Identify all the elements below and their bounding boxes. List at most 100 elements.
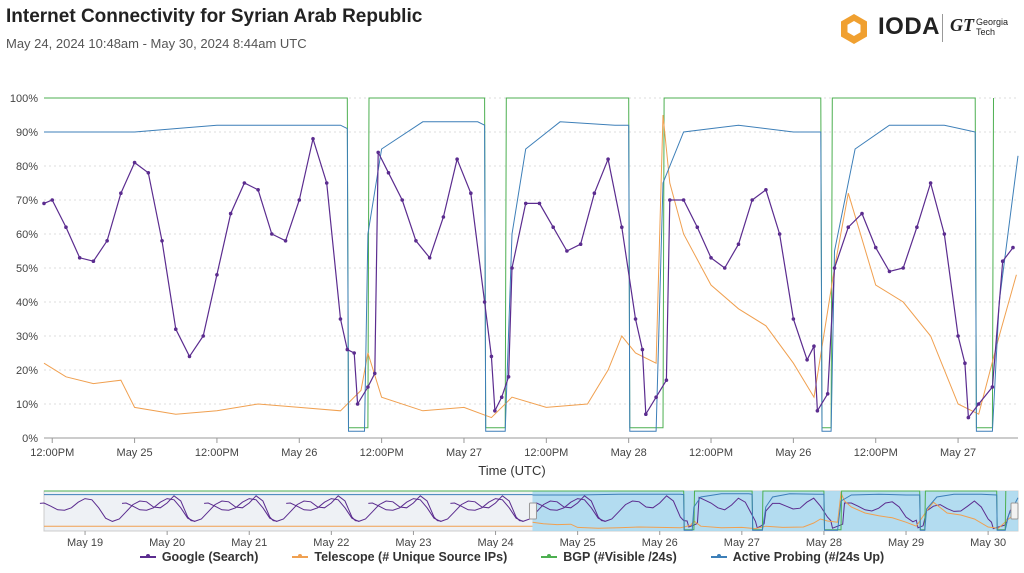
time-range-navigator[interactable]: May 19 May 20 May 21 May 22 May 23 May 24 May … <box>0 486 1024 548</box>
google-data-point[interactable] <box>832 266 837 270</box>
google-data-point[interactable] <box>376 150 380 155</box>
google-data-point[interactable] <box>510 266 514 270</box>
legend-item[interactable]: Active Probing (#/24s Up) <box>710 550 884 564</box>
google-data-point[interactable] <box>372 371 377 376</box>
google-data-point[interactable] <box>324 181 329 185</box>
google-data-point[interactable] <box>592 191 597 195</box>
series-line-0[interactable] <box>43 136 1014 420</box>
google-data-point[interactable] <box>173 327 178 332</box>
google-data-point[interactable] <box>499 395 504 400</box>
google-data-point[interactable] <box>1011 245 1015 250</box>
google-data-point[interactable] <box>160 239 164 243</box>
google-data-point[interactable] <box>812 344 816 349</box>
google-data-point[interactable] <box>345 347 350 352</box>
google-data-point[interactable] <box>64 225 68 229</box>
google-data-point[interactable] <box>283 239 288 243</box>
legend-item[interactable]: Telescope (# Unique Source IPs) <box>292 550 507 564</box>
google-data-point[interactable] <box>441 215 446 219</box>
google-data-point[interactable] <box>565 249 569 253</box>
google-data-point[interactable] <box>578 242 583 246</box>
google-data-point[interactable] <box>709 256 713 260</box>
google-data-point[interactable] <box>681 198 686 202</box>
navigator-handle-left[interactable] <box>528 502 537 520</box>
google-data-point[interactable] <box>990 385 995 389</box>
google-data-point[interactable] <box>506 375 511 379</box>
series-line-3[interactable] <box>44 121 1019 432</box>
google-data-point[interactable] <box>256 188 260 192</box>
google-data-point[interactable] <box>386 171 391 175</box>
connectivity-chart[interactable]: 0% 10% 20% 30% 40% 50% 60% 70% 80% 90% 100% 12:00PM… <box>0 60 1024 462</box>
navigator-handle-right[interactable] <box>1010 502 1019 520</box>
google-data-point[interactable] <box>551 225 555 229</box>
google-data-point[interactable] <box>42 201 46 206</box>
google-data-point[interactable] <box>750 198 754 202</box>
google-data-point[interactable] <box>736 242 741 246</box>
google-data-point[interactable] <box>668 198 672 202</box>
google-data-point[interactable] <box>482 300 487 304</box>
google-data-point[interactable] <box>620 225 624 229</box>
google-data-point[interactable] <box>654 395 658 400</box>
google-data-point[interactable] <box>366 385 370 389</box>
google-data-point[interactable] <box>187 354 192 359</box>
google-data-point[interactable] <box>1000 259 1005 263</box>
google-data-point[interactable] <box>489 354 494 359</box>
google-data-point[interactable] <box>873 245 878 250</box>
google-data-point[interactable] <box>50 198 55 202</box>
google-data-point[interactable] <box>455 157 459 161</box>
google-data-point[interactable] <box>966 415 971 420</box>
google-data-point[interactable] <box>228 211 233 216</box>
google-data-point[interactable] <box>201 334 206 338</box>
google-data-point[interactable] <box>242 181 247 185</box>
series-line-1[interactable] <box>43 114 1017 419</box>
google-data-point[interactable] <box>427 256 432 260</box>
google-data-point[interactable] <box>887 269 892 274</box>
google-data-point[interactable] <box>523 201 528 206</box>
google-data-point[interactable] <box>338 317 343 321</box>
google-data-point[interactable] <box>400 198 405 202</box>
google-data-point[interactable] <box>963 361 967 366</box>
google-data-point[interactable] <box>606 157 610 161</box>
google-data-point[interactable] <box>664 378 669 383</box>
google-data-point[interactable] <box>825 392 830 396</box>
google-data-point[interactable] <box>469 191 473 195</box>
google-data-point[interactable] <box>146 171 151 175</box>
google-data-point[interactable] <box>928 181 933 185</box>
google-data-point[interactable] <box>297 198 302 202</box>
google-data-point[interactable] <box>537 201 542 206</box>
google-data-point[interactable] <box>901 266 905 270</box>
google-data-point[interactable] <box>644 412 648 417</box>
google-data-point[interactable] <box>722 266 727 270</box>
google-data-point[interactable] <box>77 256 82 260</box>
legend-item[interactable]: Google (Search) <box>139 550 258 564</box>
google-data-point[interactable] <box>352 351 356 355</box>
google-data-point[interactable] <box>105 239 109 243</box>
georgia-tech-logo-icon[interactable]: GT <box>950 15 974 35</box>
google-data-point[interactable] <box>493 409 497 413</box>
google-data-point[interactable] <box>942 232 947 236</box>
navigator-selection[interactable] <box>532 491 1018 531</box>
google-data-point[interactable] <box>633 317 638 321</box>
series-line-2[interactable] <box>44 97 994 429</box>
google-data-point[interactable] <box>355 402 360 406</box>
google-data-point[interactable] <box>846 225 851 229</box>
google-data-point[interactable] <box>764 188 768 192</box>
google-data-point[interactable] <box>132 160 137 165</box>
ioda-logo-icon[interactable] <box>838 12 878 44</box>
google-data-point[interactable] <box>119 191 123 195</box>
google-data-point[interactable] <box>695 225 700 229</box>
google-data-point[interactable] <box>791 317 796 321</box>
google-data-point[interactable] <box>311 137 315 141</box>
google-data-point[interactable] <box>91 259 96 263</box>
legend-item[interactable]: BGP (#Visible /24s) <box>541 550 677 564</box>
google-data-point[interactable] <box>777 232 782 236</box>
google-data-point[interactable] <box>976 402 981 406</box>
google-data-point[interactable] <box>956 334 960 338</box>
google-data-point[interactable] <box>815 409 820 413</box>
google-data-point[interactable] <box>215 273 219 277</box>
google-data-point[interactable] <box>860 211 864 216</box>
google-data-point[interactable] <box>915 225 919 229</box>
google-data-point[interactable] <box>805 358 809 362</box>
google-data-point[interactable] <box>414 239 418 243</box>
google-data-point[interactable] <box>270 232 274 236</box>
google-data-point[interactable] <box>640 347 645 352</box>
